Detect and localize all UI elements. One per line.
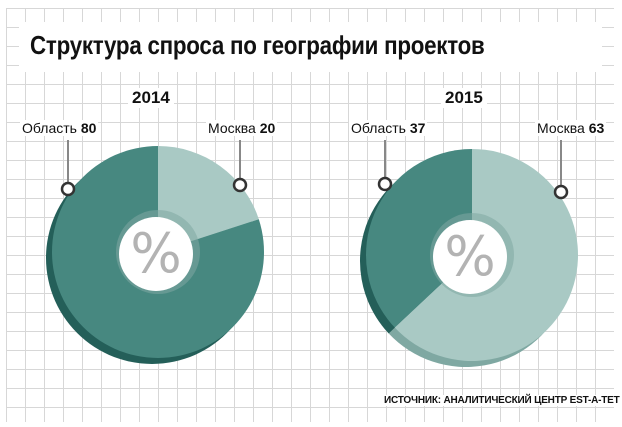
title-panel — [19, 22, 602, 72]
percent-symbol: % — [130, 222, 181, 285]
callout-value: 20 — [259, 120, 276, 136]
callout-label: Область — [351, 120, 406, 136]
callout-value: 37 — [409, 120, 426, 136]
donut-2015: % — [360, 140, 578, 368]
callout-dot-oblast — [60, 181, 76, 197]
callout-value: 80 — [80, 120, 97, 136]
slice-oblast — [366, 149, 472, 328]
callout-2014-oblast: Область 80 — [20, 120, 99, 136]
donut-2014: % — [45, 140, 264, 364]
callout-label: Москва — [208, 120, 256, 136]
callout-label: Область — [22, 120, 77, 136]
source-note: ИСТОЧНИК: АНАЛИТИЧЕСКИЙ ЦЕНТР EST-A-TET — [382, 395, 622, 406]
chart-title: Структура спроса по географии проектов — [30, 30, 485, 60]
donut-hole — [433, 220, 507, 294]
percent-symbol: % — [444, 225, 495, 288]
donut-hole — [119, 217, 193, 291]
year-label-2014: 2014 — [128, 88, 174, 108]
callout-value: 63 — [588, 120, 605, 136]
callout-2014-moskva: Москва 20 — [206, 120, 278, 136]
callout-dot-oblast — [377, 176, 393, 192]
callout-2015-moskva: Москва 63 — [535, 120, 607, 136]
callout-label: Москва — [537, 120, 585, 136]
callout-2015-oblast: Область 37 — [349, 120, 428, 136]
callout-dot-moskva — [232, 177, 248, 193]
year-label-2015: 2015 — [441, 88, 487, 108]
callout-dot-moskva — [553, 184, 569, 200]
